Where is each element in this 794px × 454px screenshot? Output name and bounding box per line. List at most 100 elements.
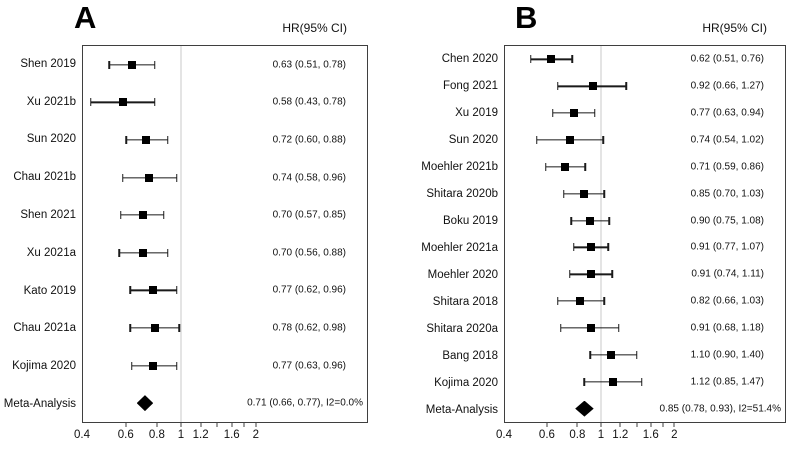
ci-cap-low <box>556 82 559 91</box>
panel-b-plot-box: 0.62 (0.51, 0.76) 0.92 (0.66, 1.27) 0.77 (… <box>504 45 786 423</box>
point-estimate-marker <box>149 361 158 370</box>
ci-cap-high <box>584 162 587 171</box>
axis-tick-label: 1.2 <box>612 429 629 441</box>
axis-tick <box>125 423 127 427</box>
axis-tick <box>255 423 257 427</box>
study-label: Moehler 2021a <box>421 241 498 254</box>
axis-tick <box>636 423 638 427</box>
hr-ci-value: 0.92 (0.66, 1.27) <box>690 80 764 92</box>
point-estimate-marker <box>587 270 596 279</box>
study-row: 0.62 (0.51, 0.76) <box>505 46 785 73</box>
ci-cap-low <box>563 189 565 198</box>
axis-tick <box>576 423 578 427</box>
study-label: Shen 2021 <box>20 209 76 222</box>
hr-ci-value: 0.85 (0.70, 1.03) <box>690 188 764 200</box>
hr-ci-value: 0.77 (0.63, 0.94) <box>690 107 764 119</box>
study-label: Fong 2021 <box>443 79 498 92</box>
axis-tick <box>673 423 675 427</box>
point-estimate-marker <box>547 55 556 64</box>
point-estimate-marker <box>576 297 585 306</box>
hr-ci-value: 0.62 (0.51, 0.76) <box>690 53 764 65</box>
hr-ci-value: 1.12 (0.85, 1.47) <box>690 376 764 388</box>
hr-ci-value: 0.74 (0.54, 1.02) <box>690 134 764 146</box>
hr-ci-value: 0.90 (0.75, 1.08) <box>690 215 764 227</box>
hr-ci-value: 0.91 (0.68, 1.18) <box>690 322 764 334</box>
meta-diamond-marker <box>136 395 154 412</box>
study-row: 0.82 (0.66, 1.03) <box>505 288 785 315</box>
study-label: Shen 2019 <box>20 57 76 70</box>
hr-ci-value: 0.70 (0.57, 0.85) <box>272 209 346 221</box>
hr-ci-value: 0.82 (0.66, 1.03) <box>690 295 764 307</box>
ci-cap-high <box>178 323 180 332</box>
hr-ci-value: 0.77 (0.63, 0.96) <box>272 360 346 372</box>
ci-cap-high <box>603 189 606 198</box>
point-estimate-marker <box>587 243 596 252</box>
point-estimate-marker <box>607 350 616 359</box>
point-estimate-marker <box>561 162 570 171</box>
ci-cap-low <box>556 297 559 306</box>
panel-a-reference-line <box>180 46 182 422</box>
meta-diamond-marker <box>575 400 594 417</box>
study-label: Bang 2018 <box>442 349 498 362</box>
ci-cap-low <box>568 270 571 279</box>
meta-analysis-row: 0.85 (0.78, 0.93), I2=51.4% <box>505 395 785 422</box>
axis-tick-label: 0.6 <box>117 429 134 441</box>
ci-cap-high <box>153 60 156 69</box>
study-label: Kato 2019 <box>23 284 76 297</box>
point-estimate-marker <box>149 286 158 295</box>
ci-cap-high <box>608 216 611 225</box>
study-row: 0.63 (0.51, 0.78) <box>83 46 367 84</box>
study-label: Chau 2021b <box>13 171 76 184</box>
axis-tick <box>619 423 621 427</box>
hr-ci-value: 0.85 (0.78, 0.93), I2=51.4% <box>659 403 781 415</box>
ci-cap-high <box>163 211 165 220</box>
study-row: 0.71 (0.59, 0.86) <box>505 153 785 180</box>
study-row: 0.58 (0.43, 0.78) <box>83 84 367 122</box>
ci-cap-low <box>529 55 532 64</box>
study-label: Moehler 2021b <box>421 160 498 173</box>
axis-tick <box>600 423 602 427</box>
study-row: 0.91 (0.74, 1.11) <box>505 261 785 288</box>
axis-tick-label: 0.4 <box>74 429 90 441</box>
hr-ci-value: 0.77 (0.62, 0.96) <box>272 284 346 296</box>
point-estimate-marker <box>569 109 578 118</box>
axis-tick-label: 0.8 <box>148 429 165 441</box>
ci-cap-low <box>583 377 585 386</box>
axis-tick <box>546 423 548 427</box>
panel-a: A HR(95% CI) Shen 2019 Xu 2021b Sun 2020 Ch… <box>4 1 368 441</box>
point-estimate-marker <box>586 216 595 225</box>
ci-cap-high <box>153 98 156 107</box>
ci-cap-high <box>641 377 643 386</box>
point-estimate-marker <box>118 98 127 107</box>
study-row: 0.70 (0.57, 0.85) <box>83 196 367 234</box>
hr-ci-value: 0.58 (0.43, 0.78) <box>272 96 346 108</box>
axis-tick-label: 1.6 <box>642 429 659 441</box>
axis-tick-label: 1.2 <box>192 429 209 441</box>
study-row: 0.74 (0.58, 0.96) <box>83 159 367 197</box>
study-row: 0.77 (0.63, 0.94) <box>505 100 785 127</box>
hr-ci-value: 0.78 (0.62, 0.98) <box>272 322 346 334</box>
study-row: 0.77 (0.63, 0.96) <box>83 347 367 385</box>
study-label: Moehler 2020 <box>427 268 498 281</box>
ci-cap-high <box>607 243 610 252</box>
ci-cap-high <box>166 248 169 257</box>
hr-ci-value: 0.91 (0.74, 1.11) <box>691 268 764 280</box>
axis-tick-label: 1 <box>177 429 185 441</box>
ci-cap-high <box>176 286 178 295</box>
ci-cap-low <box>551 109 554 118</box>
ci-cap-low <box>130 361 133 370</box>
ci-cap-low <box>573 243 575 252</box>
study-row: 0.91 (0.77, 1.07) <box>505 234 785 261</box>
study-label: Chen 2020 <box>441 52 498 65</box>
study-row: 0.85 (0.70, 1.03) <box>505 180 785 207</box>
panel-a-plot-box: 0.63 (0.51, 0.78) 0.58 (0.43, 0.78) 0.72 (… <box>82 45 368 423</box>
axis-tick <box>156 423 158 427</box>
point-estimate-marker <box>565 136 574 144</box>
panel-a-rows: 0.63 (0.51, 0.78) 0.58 (0.43, 0.78) 0.72 (… <box>83 46 367 422</box>
ci-cap-low <box>118 248 120 257</box>
ci-cap-low <box>120 211 122 220</box>
axis-tick <box>243 423 245 427</box>
axis-tick <box>231 423 233 427</box>
point-estimate-marker <box>127 60 136 69</box>
